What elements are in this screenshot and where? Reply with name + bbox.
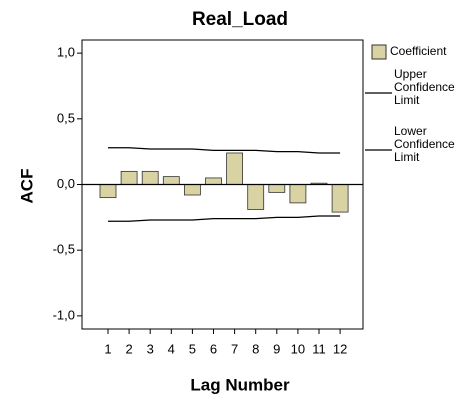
bar bbox=[247, 184, 265, 210]
x-tick-label: 10 bbox=[291, 341, 305, 356]
x-tick-label: 5 bbox=[189, 341, 196, 356]
y-tick-label: 0,0 bbox=[57, 176, 75, 191]
confidence-line bbox=[108, 147, 341, 154]
legend-swatch bbox=[371, 44, 387, 60]
x-tick-label: 9 bbox=[273, 341, 280, 356]
y-tick-label: -0,5 bbox=[53, 242, 75, 257]
x-tick-label: 11 bbox=[312, 341, 326, 356]
bar bbox=[268, 184, 286, 193]
bar bbox=[331, 184, 349, 213]
x-tick-label: 3 bbox=[147, 341, 154, 356]
x-tick-label: 8 bbox=[252, 341, 259, 356]
x-tick-label: 7 bbox=[231, 341, 238, 356]
bar bbox=[162, 176, 180, 185]
legend-label: Upper Confidence Limit bbox=[394, 67, 455, 107]
x-tick-label: 6 bbox=[210, 341, 217, 356]
x-tick-label: 2 bbox=[125, 341, 132, 356]
bar bbox=[183, 184, 201, 196]
y-tick-label: 1,0 bbox=[57, 45, 75, 60]
confidence-line bbox=[108, 215, 341, 222]
bar bbox=[141, 170, 159, 185]
bar bbox=[289, 184, 307, 204]
x-tick-label: 1 bbox=[104, 341, 111, 356]
bar bbox=[99, 184, 117, 199]
y-tick-label: 0,5 bbox=[57, 110, 75, 125]
legend-label: Coefficient bbox=[390, 44, 447, 58]
x-axis-label: Lag Number bbox=[190, 375, 290, 394]
y-axis-label: ACF bbox=[17, 169, 36, 204]
y-tick-label: -1,0 bbox=[53, 307, 75, 322]
chart-title: Real_Load bbox=[192, 9, 288, 30]
bar bbox=[205, 177, 222, 185]
x-tick-label: 4 bbox=[168, 341, 175, 356]
legend-label: Lower Confidence Limit bbox=[394, 124, 455, 164]
x-tick-label: 12 bbox=[333, 341, 347, 356]
bar bbox=[226, 152, 244, 185]
bar bbox=[120, 170, 138, 185]
